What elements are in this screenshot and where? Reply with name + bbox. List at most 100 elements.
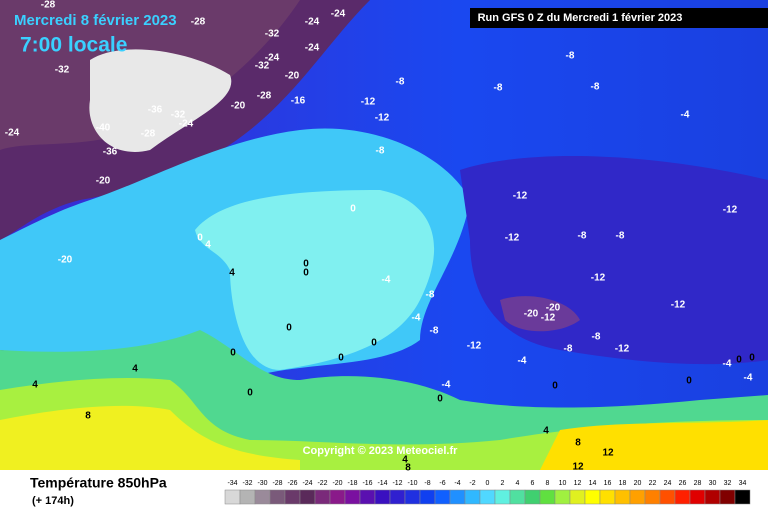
isotherm-label: -32 <box>265 29 280 40</box>
isotherm-label: 8 <box>85 411 91 422</box>
isotherm-label: -20 <box>524 309 539 320</box>
legend-tick-label: -30 <box>257 480 267 487</box>
footer-title: Température 850hPa <box>30 475 167 491</box>
isotherm-label: 0 <box>749 353 755 364</box>
isotherm-label: 0 <box>197 233 203 244</box>
isotherm-label: -12 <box>505 233 520 244</box>
isotherm-label: -32 <box>171 110 186 121</box>
isotherm-label: -12 <box>591 273 606 284</box>
greenland-ice <box>89 49 232 152</box>
isotherm-label: 4 <box>543 426 549 437</box>
isotherm-label: 4 <box>205 240 211 251</box>
isotherm-label: -8 <box>578 231 587 242</box>
legend-tick-label: -10 <box>407 480 417 487</box>
legend-swatch <box>734 489 751 505</box>
isotherm-label: -12 <box>513 191 528 202</box>
legend-swatch <box>704 489 721 505</box>
legend-swatch <box>554 489 571 505</box>
warm-region <box>540 420 768 470</box>
isotherm-label: -32 <box>255 61 270 72</box>
isotherm-label: -8 <box>430 326 439 337</box>
isotherm-label: -40 <box>96 123 111 134</box>
legend-swatch <box>569 489 586 505</box>
isotherm-label: -12 <box>615 344 630 355</box>
isotherm-label: -8 <box>376 146 385 157</box>
isotherm-label: 4 <box>132 364 138 375</box>
legend-swatch <box>659 489 676 505</box>
footer-subtitle: (+ 174h) <box>32 495 74 507</box>
legend-tick-label: -32 <box>242 480 252 487</box>
isotherm-label: 0 <box>371 338 377 349</box>
isotherm-label: -28 <box>141 129 156 140</box>
legend-swatch <box>344 489 361 505</box>
legend-tick-label: -28 <box>272 480 282 487</box>
legend-swatch <box>644 489 661 505</box>
isotherm-label: -4 <box>442 380 451 391</box>
isotherm-label: -12 <box>723 205 738 216</box>
isotherm-label: -4 <box>744 373 753 384</box>
legend-tick-label: -24 <box>302 480 312 487</box>
legend-tick-label: -6 <box>439 480 445 487</box>
isotherm-label: -12 <box>541 313 556 324</box>
isotherm-label: 0 <box>338 353 344 364</box>
isotherm-label: -8 <box>426 290 435 301</box>
legend-swatch <box>509 489 526 505</box>
legend-tick-label: -2 <box>469 480 475 487</box>
isotherm-label: -24 <box>331 9 346 20</box>
isotherm-label: -24 <box>305 43 320 54</box>
legend-tick-label: 34 <box>739 480 747 487</box>
legend-tick-label: 26 <box>679 480 687 487</box>
legend-tick-label: 6 <box>531 480 535 487</box>
legend-tick-label: -18 <box>347 480 357 487</box>
legend-swatch <box>269 489 286 505</box>
legend-swatch <box>404 489 421 505</box>
legend-tick-label: -20 <box>332 480 342 487</box>
legend-tick-label: -22 <box>317 480 327 487</box>
legend-tick-label: 22 <box>649 480 657 487</box>
legend-swatch <box>524 489 541 505</box>
legend-tick-label: -26 <box>287 480 297 487</box>
isotherm-label: -12 <box>375 113 390 124</box>
legend-swatch <box>539 489 556 505</box>
isotherm-label: 0 <box>247 388 253 399</box>
isotherm-label: 0 <box>350 204 356 215</box>
legend-tick-label: 8 <box>546 480 550 487</box>
legend-tick-label: -14 <box>377 480 387 487</box>
isotherm-label: -4 <box>681 110 690 121</box>
run-info: Run GFS 0 Z du Mercredi 1 février 2023 <box>478 12 683 24</box>
legend-swatch <box>434 489 451 505</box>
isotherm-label: -20 <box>58 255 73 266</box>
isotherm-label: -4 <box>723 359 732 370</box>
legend-tick-label: 4 <box>516 480 520 487</box>
legend-tick-label: -12 <box>392 480 402 487</box>
isotherm-label: -32 <box>55 65 70 76</box>
legend-swatch <box>314 489 331 505</box>
isotherm-label: -20 <box>546 303 561 314</box>
isotherm-label: 0 <box>303 259 309 270</box>
legend-swatch <box>419 489 436 505</box>
legend-swatch <box>494 489 511 505</box>
legend-swatch <box>689 489 706 505</box>
isotherm-label: -24 <box>305 17 320 28</box>
isotherm-label: 12 <box>572 462 584 473</box>
alps-cold <box>500 296 580 332</box>
legend-tick-label: 10 <box>559 480 567 487</box>
legend-swatch <box>299 489 316 505</box>
mild-region <box>195 190 435 370</box>
isotherm-label: -8 <box>591 82 600 93</box>
isotherm-label: 4 <box>32 380 38 391</box>
legend-tick-label: 20 <box>634 480 642 487</box>
isotherm-label: -24 <box>5 128 20 139</box>
isotherm-label: 0 <box>230 348 236 359</box>
run-banner <box>470 8 768 28</box>
isotherm-label: -8 <box>396 77 405 88</box>
map-time: 7:00 locale <box>20 34 127 57</box>
legend-tick-label: 24 <box>664 480 672 487</box>
isotherm-label: -24 <box>179 119 194 130</box>
map-date: Mercredi 8 février 2023 <box>14 12 177 29</box>
isotherm-label: 8 <box>575 438 581 449</box>
legend-swatch <box>359 489 376 505</box>
isotherm-label: -12 <box>361 97 376 108</box>
legend-tick-label: 12 <box>574 480 582 487</box>
